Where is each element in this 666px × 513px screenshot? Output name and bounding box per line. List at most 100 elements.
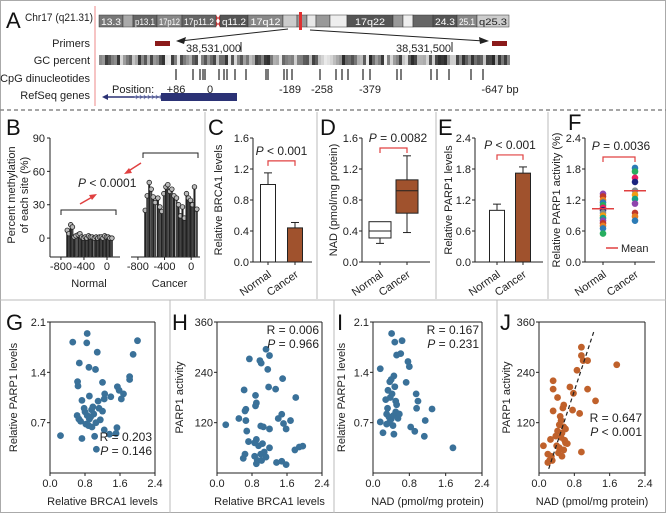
gc-percent-cell bbox=[384, 55, 387, 65]
gc-percent-cell bbox=[375, 55, 378, 65]
gc-percent-cell bbox=[504, 55, 507, 65]
data-point bbox=[578, 343, 585, 351]
gc-percent-cell bbox=[429, 55, 432, 65]
y-tick-label: 2.4 bbox=[566, 133, 581, 145]
y-tick-label: 1.6 bbox=[343, 133, 358, 145]
gc-percent-cell bbox=[357, 55, 360, 65]
gc-percent-cell bbox=[408, 55, 411, 65]
data-point bbox=[566, 383, 574, 391]
position-value: -258 bbox=[311, 84, 333, 96]
correlation-r-label: R = 0.167 bbox=[427, 323, 480, 337]
chromosome-band bbox=[122, 14, 134, 28]
methylation-bar bbox=[98, 236, 101, 257]
methylation-bar bbox=[187, 198, 190, 257]
gc-percent-cell bbox=[396, 55, 399, 65]
gc-percent-cell bbox=[210, 55, 213, 65]
gc-percent-cell bbox=[219, 55, 222, 65]
p-value: < 0.0001 bbox=[86, 176, 137, 190]
data-point bbox=[222, 421, 230, 429]
gc-percent-cell bbox=[198, 55, 201, 65]
data-point bbox=[266, 352, 273, 359]
methylation-bar bbox=[146, 195, 149, 257]
position-value: -379 bbox=[359, 84, 381, 96]
gc-percent-cell bbox=[492, 55, 495, 65]
coordinate-label: 38,531,000 bbox=[186, 43, 241, 55]
panel-label: H bbox=[172, 310, 188, 335]
data-point bbox=[240, 386, 248, 394]
x-tick-label: -400 bbox=[73, 261, 95, 273]
methylation-bar bbox=[85, 238, 88, 257]
significance-bracket bbox=[496, 154, 524, 160]
data-point bbox=[252, 460, 260, 468]
data-point bbox=[112, 430, 120, 437]
gc-percent-cell bbox=[417, 55, 420, 65]
gc-percent-cell bbox=[243, 55, 246, 65]
x-tick-label: 0.8 bbox=[244, 478, 259, 490]
gc-percent-cell bbox=[207, 55, 210, 65]
methylation-bar bbox=[168, 191, 171, 257]
gc-percent-cell bbox=[294, 55, 297, 65]
correlation-r-label: R = 0.647 bbox=[590, 411, 643, 425]
methylation-point bbox=[157, 204, 163, 210]
methylation-point bbox=[109, 235, 115, 241]
gc-percent-cell bbox=[360, 55, 363, 65]
arrowhead-icon bbox=[176, 37, 186, 44]
x-axis-label: NAD (pmol/mg protein) bbox=[536, 496, 648, 508]
gc-percent-cell bbox=[480, 55, 483, 65]
data-point bbox=[100, 426, 108, 434]
gc-percent-cell bbox=[282, 55, 285, 65]
gc-percent-cell bbox=[324, 55, 327, 65]
p-value-label: P < 0.001 bbox=[484, 138, 536, 152]
data-point bbox=[245, 355, 253, 363]
data-point bbox=[449, 444, 457, 452]
p-value-label: P < 0.001 bbox=[590, 425, 642, 439]
gc-percent-cell bbox=[444, 55, 447, 65]
gc-percent-cell bbox=[135, 55, 138, 65]
strand-chevron-icon bbox=[158, 94, 162, 100]
gc-percent-cell bbox=[339, 55, 342, 65]
x-tick-label: -400 bbox=[154, 261, 176, 273]
methylation-bar bbox=[74, 235, 77, 257]
gc-percent-cell bbox=[129, 55, 132, 65]
data-point bbox=[561, 436, 569, 444]
methylation-bar bbox=[148, 182, 151, 257]
gc-percent-cell bbox=[195, 55, 198, 65]
p-symbol: P bbox=[78, 176, 86, 190]
gc-percent-cell bbox=[405, 55, 408, 65]
significance-bracket bbox=[267, 160, 296, 166]
gc-percent-cell bbox=[315, 55, 318, 65]
gc-percent-cell bbox=[300, 55, 303, 65]
y-tick-label: 0 bbox=[39, 233, 45, 245]
data-point bbox=[428, 405, 436, 413]
p-value: < 0.001 bbox=[598, 425, 642, 439]
gc-percent-cell bbox=[369, 55, 372, 65]
y-tick-label: 60 bbox=[33, 166, 45, 178]
x-tick-label: 0.8 bbox=[567, 478, 582, 490]
gc-percent-cell bbox=[111, 55, 114, 65]
gc-percent-cell bbox=[249, 55, 252, 65]
y-axis-label: Relative PARP1 activity (%) bbox=[551, 133, 563, 268]
panel-label: G bbox=[6, 310, 23, 335]
x-category-label: Cancer bbox=[605, 268, 641, 298]
methylation-bar bbox=[160, 211, 163, 257]
data-point bbox=[252, 402, 259, 410]
methylation-bar bbox=[152, 196, 155, 257]
primer-left bbox=[155, 41, 170, 46]
p-value-label: P = 0.0082 bbox=[369, 131, 428, 145]
methylation-bar bbox=[154, 202, 157, 257]
gc-percent-cell bbox=[192, 55, 195, 65]
methylation-bar bbox=[93, 238, 96, 257]
gc-percent-cell bbox=[213, 55, 216, 65]
methylation-bar bbox=[175, 198, 178, 257]
panel-label: J bbox=[500, 310, 511, 335]
gc-percent-cell bbox=[366, 55, 369, 65]
methylation-bar bbox=[101, 238, 104, 257]
data-point bbox=[560, 446, 568, 454]
gc-percent-cell bbox=[501, 55, 504, 65]
gc-percent-cell bbox=[414, 55, 417, 65]
gc-percent-cell bbox=[276, 55, 279, 65]
methylation-bar bbox=[87, 235, 90, 257]
methylation-bar bbox=[181, 206, 184, 257]
gc-percent-cell bbox=[279, 55, 282, 65]
